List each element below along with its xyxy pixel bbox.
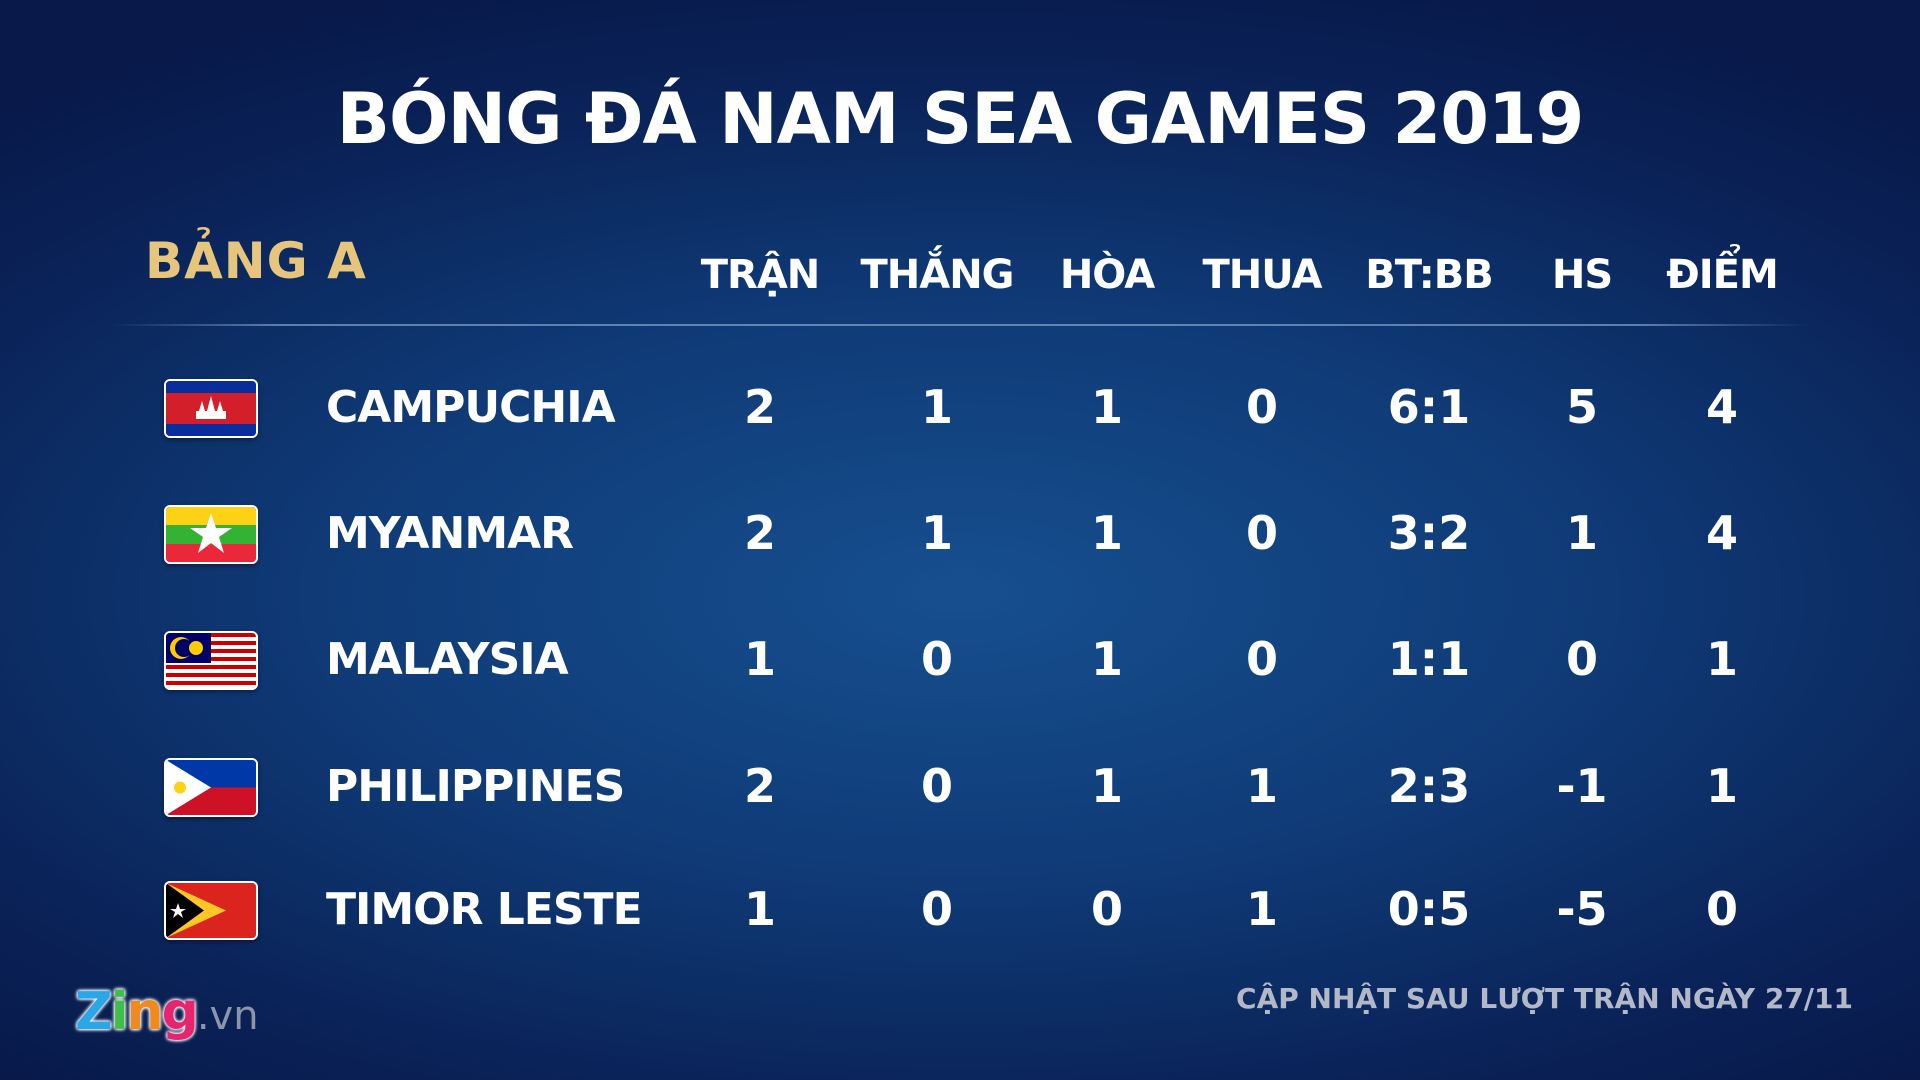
table-row: MYANMAR 2 1 1 0 3:2 1 4 [0, 494, 1920, 574]
column-header: TRẬN [700, 252, 821, 298]
stat-cell: 5 [1565, 380, 1599, 434]
logo-suffix: .vn [196, 993, 259, 1039]
stat-cell: 2 [743, 759, 777, 813]
stat-cell: 1 [1705, 632, 1739, 686]
stat-cell: 0 [1245, 380, 1279, 434]
cambodia-flag-icon [164, 379, 258, 438]
stat-cell: 2 [743, 380, 777, 434]
stat-cell: 0 [920, 882, 954, 936]
stat-cell: 1 [920, 380, 954, 434]
column-header: ĐIỂM [1666, 252, 1779, 298]
team-name: MALAYSIA [326, 634, 569, 685]
column-header: BT:BB [1365, 252, 1494, 298]
team-name: MYANMAR [326, 508, 574, 559]
stat-cell: 1 [1090, 759, 1124, 813]
stat-cell: 0 [920, 759, 954, 813]
stat-cell: 1 [1090, 380, 1124, 434]
stat-cell: 0 [1090, 882, 1124, 936]
stat-cell: 1 [1090, 506, 1124, 560]
stat-cell: 4 [1705, 380, 1739, 434]
philippines-flag-icon [164, 758, 258, 817]
stat-cell: 1 [743, 882, 777, 936]
stat-cell: -5 [1556, 882, 1608, 936]
table-row: TIMOR LESTE 1 0 0 1 0:5 -5 0 [0, 870, 1920, 950]
column-header: THẮNG [860, 252, 1014, 298]
malaysia-flag-icon [164, 631, 258, 690]
stat-cell: 1:1 [1387, 632, 1471, 686]
table-row: PHILIPPINES 2 0 1 1 2:3 -1 1 [0, 747, 1920, 827]
stat-cell: 1 [1090, 632, 1124, 686]
stat-cell: 1 [1565, 506, 1599, 560]
group-label: BẢNG A [145, 232, 367, 290]
stat-cell: 0 [1245, 506, 1279, 560]
stat-cell: 2 [743, 506, 777, 560]
team-name: CAMPUCHIA [326, 382, 616, 433]
stat-cell: 1 [1245, 882, 1279, 936]
page-title: BÓNG ĐÁ NAM SEA GAMES 2019 [336, 78, 1585, 160]
column-header: HS [1551, 252, 1613, 298]
team-name: PHILIPPINES [326, 761, 625, 812]
timor-leste-flag-icon [164, 881, 258, 940]
stat-cell: 0 [1705, 882, 1739, 936]
divider [110, 324, 1810, 326]
myanmar-flag-icon [164, 505, 258, 564]
zing-logo: Zing.vn [75, 982, 259, 1042]
stat-cell: 0 [1565, 632, 1599, 686]
column-header: HÒA [1059, 252, 1155, 298]
stat-cell: 2:3 [1387, 759, 1471, 813]
stat-cell: 4 [1705, 506, 1739, 560]
table-row: MALAYSIA 1 0 1 0 1:1 0 1 [0, 620, 1920, 700]
stat-cell: 0:5 [1387, 882, 1471, 936]
stat-cell: 3:2 [1387, 506, 1471, 560]
stat-cell: 1 [1705, 759, 1739, 813]
stat-cell: 0 [920, 632, 954, 686]
stat-cell: 1 [1245, 759, 1279, 813]
column-header: THUA [1202, 252, 1323, 298]
stat-cell: 1 [920, 506, 954, 560]
stat-cell: 1 [743, 632, 777, 686]
stat-cell: -1 [1556, 759, 1608, 813]
stat-cell: 6:1 [1387, 380, 1471, 434]
team-name: TIMOR LESTE [326, 884, 643, 935]
stat-cell: 0 [1245, 632, 1279, 686]
table-row: CAMPUCHIA 2 1 1 0 6:1 5 4 [0, 368, 1920, 448]
update-note: CẬP NHẬT SAU LƯỢT TRẬN NGÀY 27/11 [1236, 982, 1853, 1015]
